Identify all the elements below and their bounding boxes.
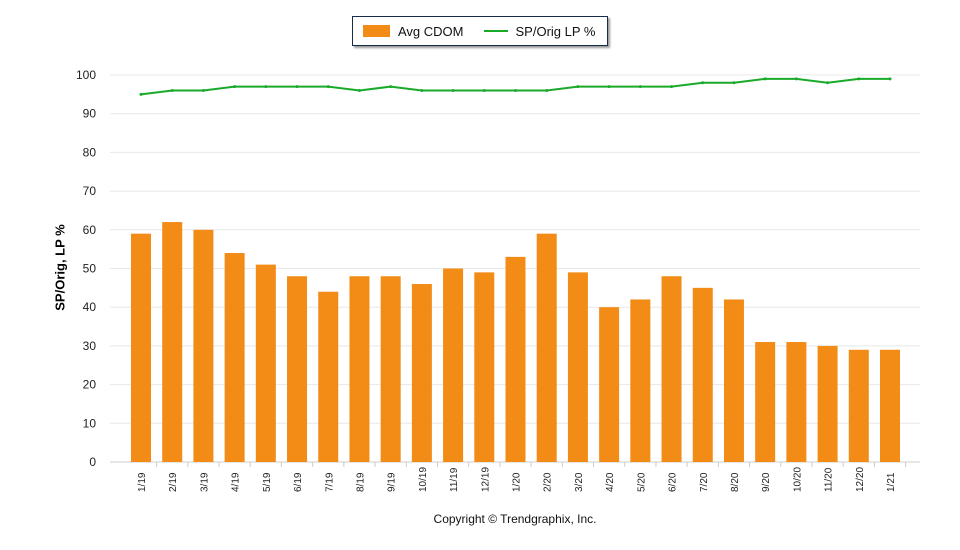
bar <box>162 222 183 462</box>
y-tick-label: 90 <box>83 107 97 121</box>
bar <box>411 283 432 462</box>
line-point <box>607 85 611 89</box>
x-tick-label: 6/19 <box>293 472 304 492</box>
x-tick-label: 12/20 <box>855 467 866 492</box>
bar <box>255 264 276 462</box>
y-tick-label: 20 <box>83 378 97 392</box>
line-point <box>670 85 674 89</box>
y-tick-label: 10 <box>83 416 97 430</box>
bar <box>536 233 557 462</box>
line-point <box>420 88 424 92</box>
bar <box>318 291 339 462</box>
x-tick-label: 1/21 <box>886 472 897 492</box>
x-tick-label: 4/20 <box>605 472 616 492</box>
x-tick-label: 5/20 <box>636 472 647 492</box>
x-tick-label: 9/20 <box>761 472 772 492</box>
line-point <box>482 88 486 92</box>
x-tick-label: 10/20 <box>792 467 803 492</box>
series-line <box>140 77 890 96</box>
y-tick-label: 40 <box>83 300 97 314</box>
x-tick-label: 7/19 <box>324 472 335 492</box>
bar <box>131 233 151 462</box>
line-point <box>857 77 861 81</box>
y-tick-label: 100 <box>76 68 96 82</box>
x-tick-label: 9/19 <box>387 472 398 492</box>
line-point <box>545 88 549 92</box>
y-tick-label: 70 <box>83 184 97 198</box>
line-point <box>233 85 237 89</box>
line-point <box>451 88 455 92</box>
y-tick-label: 50 <box>83 262 97 276</box>
y-axis-label: SP/Orig, LP % <box>52 224 68 311</box>
line-point <box>264 85 268 89</box>
bar <box>193 229 214 462</box>
line-point <box>701 81 705 85</box>
x-tick-label: 3/19 <box>199 472 210 492</box>
line-point <box>357 88 361 92</box>
bar <box>786 342 807 462</box>
x-tick-label: 8/19 <box>355 472 366 492</box>
y-tick-label: 60 <box>83 223 97 237</box>
legend: Avg CDOM SP/Orig LP % <box>352 16 608 46</box>
x-tick-label: 8/20 <box>730 472 741 492</box>
x-tick-label: 3/20 <box>574 472 585 492</box>
x-tick-label: 11/19 <box>449 467 460 492</box>
line-point <box>139 92 143 96</box>
line-point <box>826 81 830 85</box>
bar <box>880 349 900 462</box>
bar <box>692 287 713 462</box>
bar <box>567 272 588 462</box>
bar <box>599 307 620 462</box>
line-point <box>389 85 393 89</box>
x-tick-label: 1/19 <box>137 472 148 492</box>
legend-label: SP/Orig LP % <box>515 23 596 39</box>
x-tick-label: 2/19 <box>168 472 179 492</box>
line-point <box>576 85 580 89</box>
line-point <box>638 85 642 89</box>
y-tick-label: 0 <box>89 455 96 469</box>
x-tick-label: 11/20 <box>824 467 835 492</box>
copyright: Copyright © Trendgraphix, Inc. <box>433 512 597 526</box>
bar <box>474 272 495 462</box>
line-point <box>732 81 736 85</box>
legend-label: Avg CDOM <box>398 23 464 39</box>
x-tick-label: 5/19 <box>262 472 273 492</box>
x-tick-label: 7/20 <box>699 472 710 492</box>
y-tick-label: 30 <box>83 339 97 353</box>
line-point <box>763 77 767 81</box>
x-tick-label: 4/19 <box>231 472 242 492</box>
x-tick-label: 6/20 <box>668 472 679 492</box>
line-point <box>295 85 299 89</box>
x-tick-label: 10/19 <box>418 467 429 492</box>
bar <box>817 345 838 462</box>
line-point <box>794 77 798 81</box>
line-point <box>514 88 517 92</box>
line-point <box>201 88 205 92</box>
x-tick-label: 12/19 <box>480 467 491 492</box>
x-tick-label: 1/20 <box>512 472 523 492</box>
legend-swatch-line <box>483 30 508 32</box>
bar <box>661 276 682 462</box>
bar <box>755 342 776 462</box>
legend-swatch-bar <box>363 25 390 37</box>
x-tick-label: 2/20 <box>543 472 554 492</box>
bar <box>443 268 464 462</box>
bar <box>505 256 526 462</box>
line-point <box>888 77 892 81</box>
line-point <box>326 85 330 89</box>
line-point <box>170 88 174 92</box>
bar <box>349 276 370 462</box>
bar <box>224 253 245 462</box>
bar <box>723 299 744 462</box>
bar <box>380 276 401 462</box>
bar <box>630 299 651 462</box>
bar <box>287 276 308 462</box>
bar <box>848 349 869 462</box>
y-tick-label: 80 <box>83 145 97 159</box>
